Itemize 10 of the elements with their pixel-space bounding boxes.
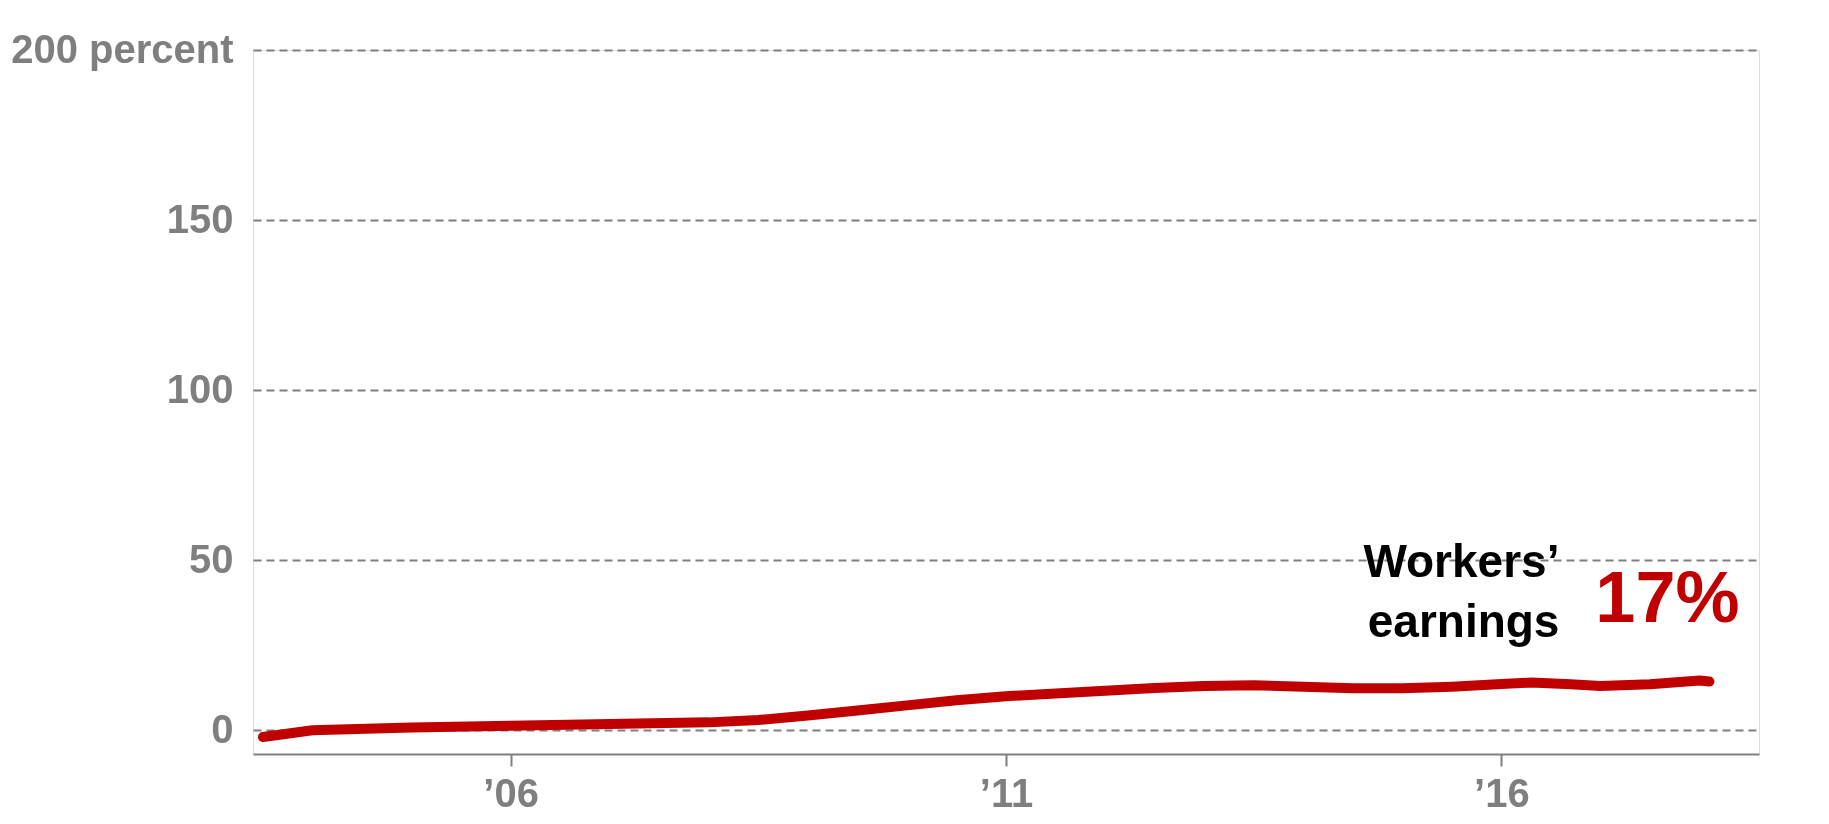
x-tick-label: ’11 xyxy=(979,770,1034,815)
x-tick-label: ’16 xyxy=(1474,770,1530,815)
y-tick-label: 50 xyxy=(189,536,234,581)
x-tick-label: ’06 xyxy=(483,770,539,815)
y-tick-label: 150 xyxy=(166,196,234,241)
y-tick-label: 100 xyxy=(166,366,234,411)
y-tick-label: 0 xyxy=(211,706,234,751)
annotation: 17% xyxy=(1595,556,1740,637)
series-label: Workers’ earnings xyxy=(1363,534,1560,647)
y-tick-label: 200 percent xyxy=(11,26,234,71)
